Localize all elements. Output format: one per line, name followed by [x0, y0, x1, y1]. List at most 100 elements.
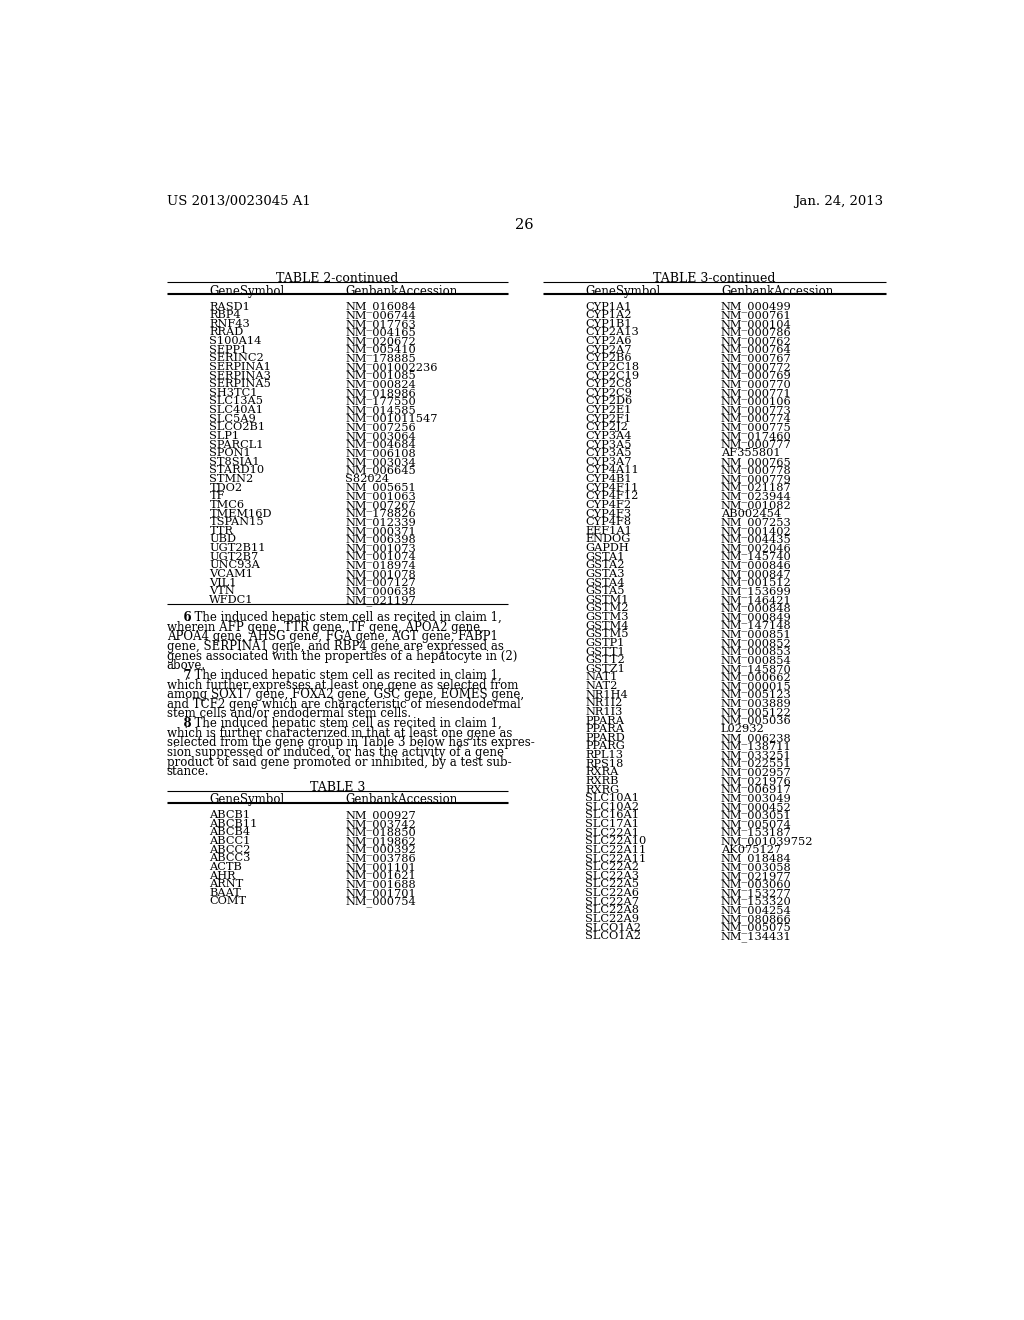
- Text: NM_021976: NM_021976: [721, 776, 792, 787]
- Text: NM_000769: NM_000769: [721, 371, 792, 381]
- Text: NM_178885: NM_178885: [345, 354, 416, 364]
- Text: EEF1A1: EEF1A1: [586, 525, 632, 536]
- Text: GeneSymbol: GeneSymbol: [209, 793, 285, 807]
- Text: STMN2: STMN2: [209, 474, 254, 484]
- Text: NM_002957: NM_002957: [721, 767, 792, 777]
- Text: SPARCL1: SPARCL1: [209, 440, 264, 450]
- Text: NM_153277: NM_153277: [721, 888, 792, 899]
- Text: stem cells and/or endodermal stem cells.: stem cells and/or endodermal stem cells.: [167, 708, 411, 721]
- Text: CYP1A2: CYP1A2: [586, 310, 632, 321]
- Text: product of said gene promoted or inhibited, by a test sub-: product of said gene promoted or inhibit…: [167, 755, 511, 768]
- Text: ABCB1: ABCB1: [209, 810, 251, 820]
- Text: NM_000371: NM_000371: [345, 525, 416, 536]
- Text: RPS18: RPS18: [586, 759, 624, 768]
- Text: NM_000754: NM_000754: [345, 896, 416, 907]
- Text: CYP1A1: CYP1A1: [586, 302, 632, 312]
- Text: CYP2J2: CYP2J2: [586, 422, 628, 433]
- Text: NM_153187: NM_153187: [721, 828, 792, 838]
- Text: NM_001512: NM_001512: [721, 578, 792, 589]
- Text: NM_002046: NM_002046: [721, 543, 792, 554]
- Text: SLC5A9: SLC5A9: [209, 413, 256, 424]
- Text: PPARA: PPARA: [586, 715, 625, 726]
- Text: NM_021197: NM_021197: [345, 595, 416, 606]
- Text: SLC22A9: SLC22A9: [586, 913, 639, 924]
- Text: S82024: S82024: [345, 474, 389, 484]
- Text: UBD: UBD: [209, 535, 237, 544]
- Text: CYP3A7: CYP3A7: [586, 457, 632, 467]
- Text: GSTM5: GSTM5: [586, 630, 629, 639]
- Text: BAAT: BAAT: [209, 888, 242, 898]
- Text: ACTB: ACTB: [209, 862, 243, 873]
- Text: NM_006744: NM_006744: [345, 310, 416, 321]
- Text: TF: TF: [209, 491, 225, 502]
- Text: SLCO2B1: SLCO2B1: [209, 422, 265, 433]
- Text: NM_004254: NM_004254: [721, 906, 792, 916]
- Text: NM_007256: NM_007256: [345, 422, 416, 433]
- Text: NM_000770: NM_000770: [721, 379, 792, 389]
- Text: NM_000848: NM_000848: [721, 603, 792, 614]
- Text: CYP2E1: CYP2E1: [586, 405, 632, 414]
- Text: NM_005651: NM_005651: [345, 483, 416, 494]
- Text: NM_000851: NM_000851: [721, 630, 792, 640]
- Text: NM_004165: NM_004165: [345, 327, 416, 338]
- Text: NM_001101: NM_001101: [345, 862, 416, 873]
- Text: GenbankAccession: GenbankAccession: [345, 285, 458, 298]
- Text: NM_000774: NM_000774: [721, 413, 792, 425]
- Text: CYP4A11: CYP4A11: [586, 466, 639, 475]
- Text: SERINC2: SERINC2: [209, 354, 264, 363]
- Text: NM_145870: NM_145870: [721, 664, 792, 675]
- Text: CYP2A7: CYP2A7: [586, 345, 632, 355]
- Text: TMEM16D: TMEM16D: [209, 508, 272, 519]
- Text: NM_147148: NM_147148: [721, 620, 792, 631]
- Text: NM_000854: NM_000854: [721, 655, 792, 665]
- Text: NM_000853: NM_000853: [721, 647, 792, 657]
- Text: ABCC1: ABCC1: [209, 836, 251, 846]
- Text: UGT2B11: UGT2B11: [209, 543, 266, 553]
- Text: NM_000499: NM_000499: [721, 302, 792, 313]
- Text: GSTT2: GSTT2: [586, 655, 625, 665]
- Text: GSTA3: GSTA3: [586, 569, 625, 579]
- Text: NM_000824: NM_000824: [345, 379, 416, 389]
- Text: NM_000662: NM_000662: [721, 672, 792, 684]
- Text: NM_005123: NM_005123: [721, 689, 792, 701]
- Text: GeneSymbol: GeneSymbol: [209, 285, 285, 298]
- Text: NM_003051: NM_003051: [721, 810, 792, 821]
- Text: NM_001073: NM_001073: [345, 543, 416, 554]
- Text: NM_021187: NM_021187: [721, 483, 792, 494]
- Text: ABCC3: ABCC3: [209, 853, 251, 863]
- Text: SEPP1: SEPP1: [209, 345, 248, 355]
- Text: NM_007253: NM_007253: [721, 517, 792, 528]
- Text: NM_006645: NM_006645: [345, 466, 416, 477]
- Text: NM_001688: NM_001688: [345, 879, 416, 890]
- Text: CYP4F3: CYP4F3: [586, 508, 632, 519]
- Text: NM_138711: NM_138711: [721, 742, 792, 752]
- Text: NM_003064: NM_003064: [345, 430, 416, 442]
- Text: NM_005075: NM_005075: [721, 923, 792, 933]
- Text: SLC22A3: SLC22A3: [586, 871, 639, 880]
- Text: RXRB: RXRB: [586, 776, 618, 785]
- Text: NM_177550: NM_177550: [345, 396, 416, 407]
- Text: RASD1: RASD1: [209, 302, 250, 312]
- Text: NR1H4: NR1H4: [586, 689, 628, 700]
- Text: NR1I2: NR1I2: [586, 698, 623, 709]
- Text: CYP2F1: CYP2F1: [586, 413, 632, 424]
- Text: RXRG: RXRG: [586, 784, 620, 795]
- Text: TABLE 3: TABLE 3: [309, 781, 365, 793]
- Text: NM_022551: NM_022551: [721, 759, 792, 770]
- Text: RRAD: RRAD: [209, 327, 244, 338]
- Text: NM_001074: NM_001074: [345, 552, 416, 562]
- Text: ABCC2: ABCC2: [209, 845, 251, 855]
- Text: NM_153699: NM_153699: [721, 586, 792, 597]
- Text: RBP4: RBP4: [209, 310, 241, 321]
- Text: GenbankAccession: GenbankAccession: [721, 285, 834, 298]
- Text: 6: 6: [167, 611, 191, 624]
- Text: CYP1B1: CYP1B1: [586, 319, 632, 329]
- Text: NM_000773: NM_000773: [721, 405, 792, 416]
- Text: NM_000846: NM_000846: [721, 561, 792, 572]
- Text: VTN: VTN: [209, 586, 236, 597]
- Text: selected from the gene group in Table 3 below has its expres-: selected from the gene group in Table 3 …: [167, 737, 535, 750]
- Text: SLC16A1: SLC16A1: [586, 810, 639, 821]
- Text: NM_000764: NM_000764: [721, 345, 792, 355]
- Text: AF355801: AF355801: [721, 449, 780, 458]
- Text: CYP3A4: CYP3A4: [586, 430, 632, 441]
